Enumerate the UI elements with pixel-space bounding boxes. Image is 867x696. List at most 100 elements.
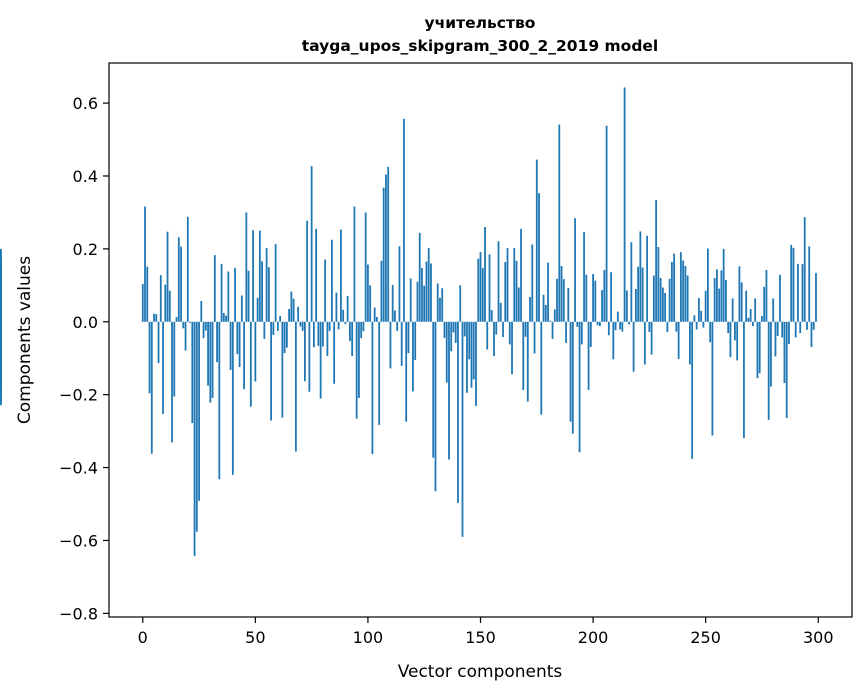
bar-264 [736, 321, 739, 361]
bar-159 [499, 302, 502, 322]
bar-277 [765, 270, 768, 322]
bar-231 [661, 287, 664, 322]
bar-88 [340, 229, 342, 322]
bar-69 [297, 306, 300, 322]
bar-18 [182, 321, 185, 329]
bar-149 [477, 258, 480, 322]
bar-223 [643, 321, 646, 365]
bar-73 [306, 220, 309, 322]
bar-46 [245, 212, 248, 322]
bar-125 [423, 285, 426, 322]
bar-228 [655, 200, 658, 322]
bar-134 [443, 321, 446, 338]
bar-111 [391, 284, 394, 322]
bar-225 [648, 321, 651, 332]
bar-204 [601, 290, 603, 322]
bar-246 [695, 321, 698, 330]
bar-33 [216, 321, 218, 363]
bar-89 [342, 309, 345, 322]
bar-189 [567, 287, 570, 322]
bar-95 [355, 321, 358, 419]
bar-185 [558, 124, 561, 322]
bar-287 [788, 321, 790, 345]
bar-56 [267, 267, 270, 322]
bar-43 [238, 321, 241, 367]
x-tick-label: 100 [353, 628, 384, 647]
bar-55 [265, 248, 268, 322]
y-tick-label: 0.2 [73, 240, 98, 259]
bar-142 [461, 321, 464, 537]
bar-75 [310, 166, 313, 322]
bar-148 [475, 321, 477, 406]
bar-176 [538, 193, 540, 322]
bar-276 [763, 286, 766, 322]
bar-249 [702, 321, 705, 328]
bar-116 [403, 118, 405, 322]
bar-110 [389, 321, 392, 369]
bar-154 [488, 254, 491, 322]
bar-67 [292, 298, 295, 322]
bar-78 [317, 321, 320, 346]
bar-53 [261, 261, 263, 322]
bar-21 [189, 321, 191, 323]
bar-51 [256, 297, 259, 322]
bar-294 [803, 217, 806, 322]
x-axis-label: Vector components [398, 662, 563, 682]
bar-209 [612, 321, 615, 360]
bar-241 [684, 266, 687, 322]
bar-105 [378, 321, 381, 425]
bar-101 [369, 285, 372, 322]
bar-71 [301, 321, 304, 331]
bar-274 [758, 321, 761, 374]
bar-268 [745, 290, 748, 322]
bar-217 [630, 242, 633, 322]
bar-127 [427, 248, 430, 322]
bar-212 [619, 321, 621, 330]
bar-57 [270, 321, 273, 421]
bar-297 [810, 321, 813, 347]
bar-62 [281, 321, 284, 418]
bar-173 [531, 244, 534, 322]
bar-66 [290, 291, 293, 322]
bar-23 [193, 321, 196, 557]
bar-184 [556, 278, 558, 322]
bar-215 [625, 290, 628, 322]
bar-44 [240, 295, 243, 322]
bar-25 [198, 321, 200, 501]
bar-180 [547, 262, 549, 322]
bar-113 [396, 321, 399, 331]
bar-47 [247, 270, 250, 322]
bar-232 [664, 292, 667, 322]
bar-298 [812, 321, 815, 330]
bar-32 [213, 255, 216, 322]
bar-153 [486, 321, 489, 350]
bar-178 [542, 294, 545, 322]
bar-278 [767, 321, 770, 420]
bar-295 [806, 321, 808, 330]
bar-99 [364, 212, 367, 322]
bar-188 [565, 321, 567, 343]
bar-29 [207, 321, 209, 386]
bar-145 [468, 321, 471, 360]
bar-162 [506, 248, 509, 322]
y-axis-label: Components values [15, 256, 35, 424]
bar-17 [180, 246, 182, 322]
bar-37 [225, 315, 227, 322]
bar-174 [533, 321, 536, 354]
bar-124 [421, 267, 423, 322]
bar-164 [511, 321, 513, 375]
bar-196 [583, 232, 585, 322]
bar-292 [799, 321, 802, 334]
bar-6 [155, 314, 158, 322]
bar-291 [797, 263, 799, 322]
bar-143 [463, 321, 466, 337]
x-tick-label: 250 [690, 628, 721, 647]
bar-179 [544, 305, 547, 322]
bar-273 [756, 321, 759, 379]
bar-140 [457, 321, 459, 503]
bar-238 [677, 321, 680, 359]
bar-3 [148, 321, 151, 394]
bar-94 [353, 206, 356, 322]
bar-182 [551, 321, 554, 339]
bar-254 [713, 278, 716, 322]
